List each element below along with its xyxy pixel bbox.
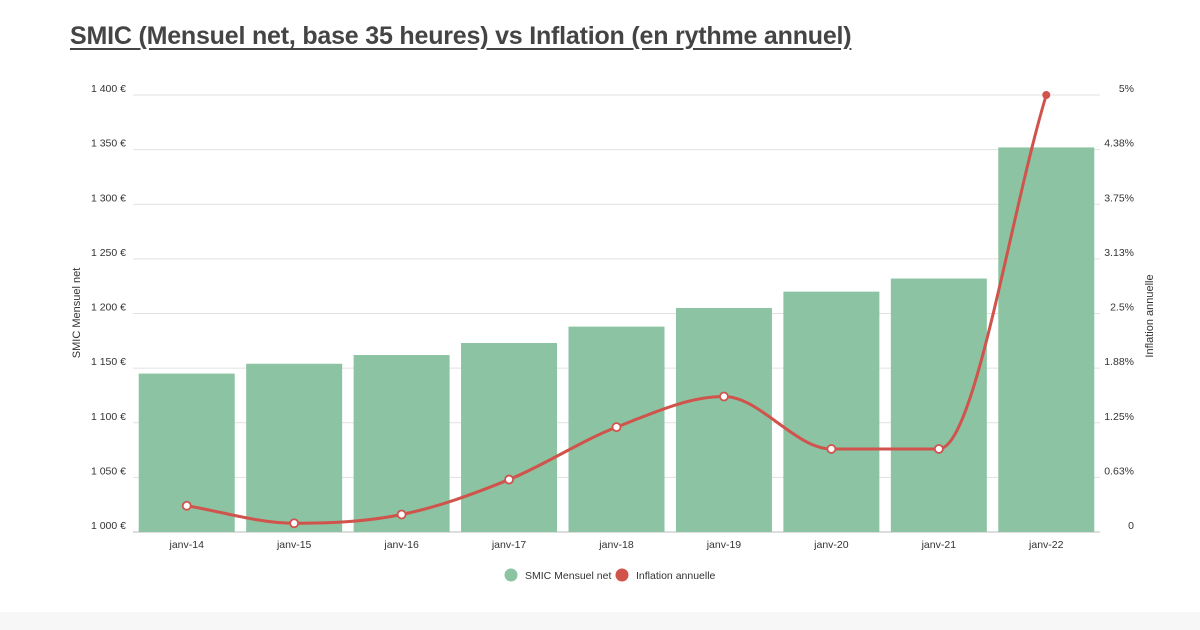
x-tick-label: janv-19 — [706, 539, 742, 551]
line-point — [289, 518, 300, 529]
legend[interactable]: SMIC Mensuel net Inflation annuelle — [504, 568, 716, 583]
right-axis-ticks: 0 0.63% 1.25% 1.88% 2.5% 3.13% 3.75% 4.38% 5% — [1104, 83, 1134, 532]
left-axis-ticks: 1 000 € 1 050 € 1 100 € 1 150 € 1 200 € 1 250… — [91, 83, 126, 532]
line-point — [396, 509, 407, 520]
x-tick-label: janv-15 — [276, 539, 312, 551]
right-tick-label: 3.75% — [1104, 192, 1134, 204]
bar — [246, 363, 343, 532]
combo-chart: 1 000 € 1 050 € 1 100 € 1 150 € 1 200 € 1 250… — [71, 83, 1156, 583]
bar — [461, 342, 558, 532]
x-tick-label: janv-17 — [491, 539, 527, 551]
x-tick-label: janv-16 — [383, 539, 419, 551]
line-point — [719, 391, 729, 402]
bar — [353, 355, 450, 532]
bar — [783, 291, 880, 532]
right-axis-title: Inflation annuelle — [1144, 274, 1156, 357]
legend-swatch-smic — [504, 568, 518, 582]
bar — [675, 308, 772, 532]
right-tick-label: 0 — [1128, 520, 1134, 532]
left-tick-label: 1 250 € — [91, 247, 126, 259]
left-tick-label: 1 400 € — [91, 83, 126, 95]
right-tick-label: 1.88% — [1104, 356, 1134, 368]
right-tick-label: 5% — [1119, 83, 1134, 95]
legend-label-smic: SMIC Mensuel net — [525, 570, 611, 582]
left-tick-label: 1 300 € — [91, 192, 126, 204]
x-tick-label: janv-20 — [813, 539, 849, 551]
line-point — [611, 422, 622, 433]
footer-band — [0, 612, 1200, 630]
line-point — [1042, 91, 1051, 99]
right-tick-label: 1.25% — [1104, 411, 1134, 423]
legend-label-inflation: Inflation annuelle — [636, 570, 716, 582]
right-tick-label: 2.5% — [1110, 302, 1134, 314]
line-point — [826, 444, 837, 454]
left-tick-label: 1 150 € — [91, 356, 126, 368]
left-tick-label: 1 350 € — [91, 138, 126, 150]
x-tick-label: janv-18 — [598, 539, 634, 551]
right-tick-label: 3.13% — [1104, 247, 1134, 259]
legend-swatch-inflation — [615, 568, 629, 582]
left-tick-label: 1 000 € — [91, 520, 126, 532]
line-point — [933, 444, 944, 454]
line-point — [504, 474, 514, 485]
left-tick-label: 1 200 € — [91, 302, 126, 314]
left-axis-title: SMIC Mensuel net — [71, 268, 83, 358]
bar-series-smic — [138, 147, 1095, 532]
bar — [998, 147, 1095, 532]
chart-title: SMIC (Mensuel net, base 35 heures) vs In… — [70, 22, 852, 50]
line-point — [181, 500, 192, 511]
line-series-inflation — [181, 91, 1051, 529]
right-tick-label: 4.38% — [1104, 138, 1134, 150]
inflation-line — [186, 94, 1048, 525]
right-tick-label: 0.63% — [1104, 465, 1134, 477]
x-tick-label: janv-22 — [1028, 539, 1064, 551]
x-tick-label: janv-14 — [168, 539, 204, 551]
x-axis-ticks: janv-14 janv-15 janv-16 janv-17 janv-18 janv-… — [168, 539, 1063, 551]
left-tick-label: 1 050 € — [91, 465, 126, 477]
bar — [890, 278, 987, 532]
x-tick-label: janv-21 — [921, 539, 957, 551]
left-tick-label: 1 100 € — [91, 411, 126, 423]
